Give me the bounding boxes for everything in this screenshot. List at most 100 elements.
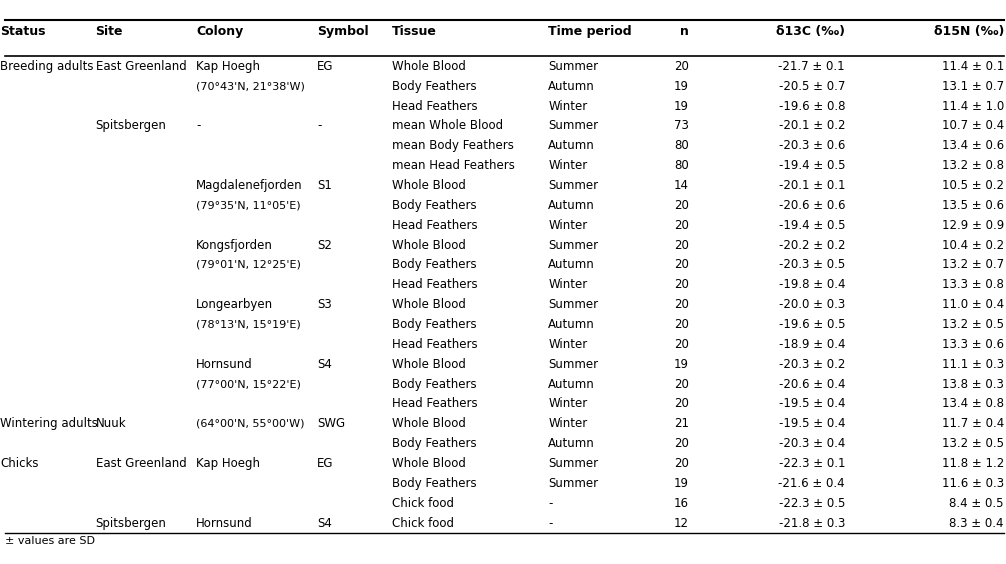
- Text: 12.9 ± 0.9: 12.9 ± 0.9: [942, 219, 1004, 232]
- Text: Winter: Winter: [548, 159, 588, 172]
- Text: δ13C (‰): δ13C (‰): [776, 24, 845, 38]
- Text: 20: 20: [674, 318, 689, 331]
- Text: Summer: Summer: [548, 298, 599, 311]
- Text: Symbol: Symbol: [317, 24, 368, 38]
- Text: Hornsund: Hornsund: [196, 517, 253, 530]
- Text: 13.3 ± 0.6: 13.3 ± 0.6: [942, 338, 1004, 351]
- Text: Summer: Summer: [548, 477, 599, 490]
- Text: -20.3 ± 0.2: -20.3 ± 0.2: [779, 358, 845, 371]
- Text: Time period: Time period: [548, 24, 632, 38]
- Text: Winter: Winter: [548, 417, 588, 430]
- Text: -19.6 ± 0.8: -19.6 ± 0.8: [779, 99, 845, 113]
- Text: Summer: Summer: [548, 239, 599, 252]
- Text: 21: 21: [674, 417, 689, 430]
- Text: Winter: Winter: [548, 219, 588, 232]
- Text: S4: S4: [317, 517, 332, 530]
- Text: (77°00'N, 15°22'E): (77°00'N, 15°22'E): [196, 379, 301, 389]
- Text: Nuuk: Nuuk: [96, 417, 126, 430]
- Text: 13.4 ± 0.6: 13.4 ± 0.6: [942, 139, 1004, 152]
- Text: S3: S3: [317, 298, 332, 311]
- Text: Body Feathers: Body Feathers: [392, 377, 477, 390]
- Text: Autumn: Autumn: [548, 437, 595, 450]
- Text: 13.2 ± 0.5: 13.2 ± 0.5: [942, 437, 1004, 450]
- Text: SWG: SWG: [317, 417, 345, 430]
- Text: 11.8 ± 1.2: 11.8 ± 1.2: [942, 457, 1004, 470]
- Text: Head Feathers: Head Feathers: [392, 99, 478, 113]
- Text: 73: 73: [674, 120, 689, 133]
- Text: Whole Blood: Whole Blood: [392, 417, 466, 430]
- Text: Body Feathers: Body Feathers: [392, 258, 477, 271]
- Text: 10.5 ± 0.2: 10.5 ± 0.2: [942, 179, 1004, 192]
- Text: Body Feathers: Body Feathers: [392, 199, 477, 212]
- Text: 19: 19: [674, 99, 689, 113]
- Text: 20: 20: [674, 398, 689, 411]
- Text: ± values are SD: ± values are SD: [5, 536, 95, 547]
- Text: mean Whole Blood: mean Whole Blood: [392, 120, 503, 133]
- Text: Winter: Winter: [548, 99, 588, 113]
- Text: 19: 19: [674, 358, 689, 371]
- Text: Summer: Summer: [548, 179, 599, 192]
- Text: 13.3 ± 0.8: 13.3 ± 0.8: [942, 278, 1004, 291]
- Text: Wintering adults: Wintering adults: [0, 417, 98, 430]
- Text: -20.3 ± 0.5: -20.3 ± 0.5: [779, 258, 845, 271]
- Text: (78°13'N, 15°19'E): (78°13'N, 15°19'E): [196, 319, 301, 329]
- Text: Head Feathers: Head Feathers: [392, 278, 478, 291]
- Text: -21.7 ± 0.1: -21.7 ± 0.1: [779, 60, 845, 73]
- Text: -19.5 ± 0.4: -19.5 ± 0.4: [779, 398, 845, 411]
- Text: -: -: [317, 120, 321, 133]
- Text: 11.7 ± 0.4: 11.7 ± 0.4: [942, 417, 1004, 430]
- Text: Breeding adults: Breeding adults: [0, 60, 94, 73]
- Text: -20.3 ± 0.4: -20.3 ± 0.4: [779, 437, 845, 450]
- Text: Whole Blood: Whole Blood: [392, 179, 466, 192]
- Text: 80: 80: [674, 139, 689, 152]
- Text: 11.1 ± 0.3: 11.1 ± 0.3: [942, 358, 1004, 371]
- Text: Whole Blood: Whole Blood: [392, 298, 466, 311]
- Text: Whole Blood: Whole Blood: [392, 60, 466, 73]
- Text: 12: 12: [674, 517, 689, 530]
- Text: 11.4 ± 0.1: 11.4 ± 0.1: [942, 60, 1004, 73]
- Text: -20.0 ± 0.3: -20.0 ± 0.3: [779, 298, 845, 311]
- Text: 11.0 ± 0.4: 11.0 ± 0.4: [942, 298, 1004, 311]
- Text: S1: S1: [317, 179, 332, 192]
- Text: Summer: Summer: [548, 60, 599, 73]
- Text: 20: 20: [674, 219, 689, 232]
- Text: East Greenland: East Greenland: [96, 457, 186, 470]
- Text: 10.4 ± 0.2: 10.4 ± 0.2: [942, 239, 1004, 252]
- Text: 8.3 ± 0.4: 8.3 ± 0.4: [950, 517, 1004, 530]
- Text: -19.8 ± 0.4: -19.8 ± 0.4: [779, 278, 845, 291]
- Text: δ15N (‰): δ15N (‰): [934, 24, 1004, 38]
- Text: Colony: Colony: [196, 24, 243, 38]
- Text: Head Feathers: Head Feathers: [392, 398, 478, 411]
- Text: 19: 19: [674, 80, 689, 92]
- Text: Body Feathers: Body Feathers: [392, 477, 477, 490]
- Text: 13.8 ± 0.3: 13.8 ± 0.3: [942, 377, 1004, 390]
- Text: -19.4 ± 0.5: -19.4 ± 0.5: [779, 219, 845, 232]
- Text: Kap Hoegh: Kap Hoegh: [196, 457, 261, 470]
- Text: Spitsbergen: Spitsbergen: [96, 120, 166, 133]
- Text: 20: 20: [674, 457, 689, 470]
- Text: 20: 20: [674, 258, 689, 271]
- Text: 20: 20: [674, 278, 689, 291]
- Text: Whole Blood: Whole Blood: [392, 239, 466, 252]
- Text: Kongsfjorden: Kongsfjorden: [196, 239, 273, 252]
- Text: Summer: Summer: [548, 358, 599, 371]
- Text: -20.1 ± 0.2: -20.1 ± 0.2: [779, 120, 845, 133]
- Text: Autumn: Autumn: [548, 377, 595, 390]
- Text: 13.2 ± 0.7: 13.2 ± 0.7: [942, 258, 1004, 271]
- Text: -20.6 ± 0.6: -20.6 ± 0.6: [779, 199, 845, 212]
- Text: 10.7 ± 0.4: 10.7 ± 0.4: [942, 120, 1004, 133]
- Text: Chicks: Chicks: [0, 457, 38, 470]
- Text: Summer: Summer: [548, 457, 599, 470]
- Text: 20: 20: [674, 199, 689, 212]
- Text: -19.6 ± 0.5: -19.6 ± 0.5: [779, 318, 845, 331]
- Text: Winter: Winter: [548, 338, 588, 351]
- Text: -20.5 ± 0.7: -20.5 ± 0.7: [779, 80, 845, 92]
- Text: (79°01'N, 12°25'E): (79°01'N, 12°25'E): [196, 260, 301, 270]
- Text: Winter: Winter: [548, 278, 588, 291]
- Text: -22.3 ± 0.1: -22.3 ± 0.1: [779, 457, 845, 470]
- Text: 20: 20: [674, 338, 689, 351]
- Text: Autumn: Autumn: [548, 258, 595, 271]
- Text: Autumn: Autumn: [548, 318, 595, 331]
- Text: 19: 19: [674, 477, 689, 490]
- Text: 20: 20: [674, 377, 689, 390]
